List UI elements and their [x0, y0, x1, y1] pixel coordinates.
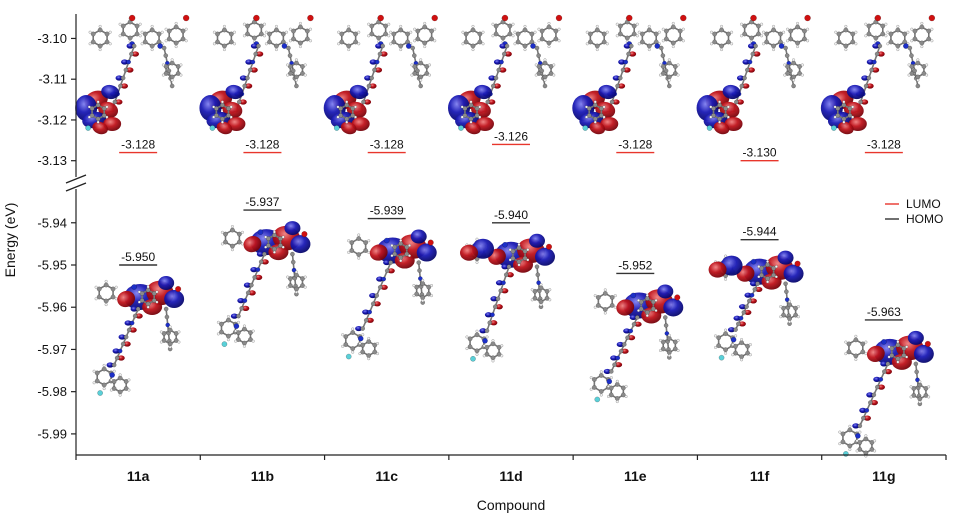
homo-orbital-image-11e [589, 284, 684, 404]
legend-label-lumo: LUMO [906, 197, 941, 211]
legend-label-homo: HOMO [906, 212, 943, 226]
homo-orbital-image-11a [92, 276, 185, 397]
homo-value-label: -5.963 [867, 305, 901, 319]
molecular-orbital-images [75, 14, 936, 458]
x-tick-label: 11a [127, 468, 150, 484]
homo-orbital-image-11f [708, 250, 804, 362]
legend: LUMO HOMO [885, 197, 943, 226]
y-tick-label: -5.96 [37, 300, 67, 315]
homo-orbital-image-11c [341, 229, 437, 361]
energy-levels: -3.128 -3.128 -3.128 -3.126 -3.128 -3.130 -3.1… [119, 129, 903, 321]
x-tick-label: 11e [624, 468, 647, 484]
homo-value-label: -5.950 [121, 250, 155, 264]
y-tick-label: -5.95 [37, 258, 67, 273]
lumo-orbital-image-11a [75, 14, 190, 135]
homo-value-label: -5.952 [618, 258, 652, 272]
homo-orbital-image-11d [460, 233, 555, 363]
lumo-orbital-image-11c [323, 14, 438, 135]
lumo-value-label: -3.126 [494, 129, 528, 143]
axis-break-mark [65, 174, 87, 192]
lumo-orbital-image-11g [820, 14, 936, 135]
lumo-value-label: -3.128 [245, 138, 279, 152]
homo-value-label: -5.937 [245, 195, 279, 209]
homo-value-label: -5.939 [370, 204, 404, 218]
y-ticks: -3.10 -3.11 -3.12 -3.13 -5.94 -5.95 -5.96 -5.97… [37, 31, 76, 441]
x-tick-label: 11c [375, 468, 398, 484]
y-axis-title: Energy (eV) [2, 203, 18, 278]
y-tick-label: -3.13 [37, 153, 67, 168]
y-tick-label: -5.94 [37, 215, 67, 230]
y-tick-label: -3.11 [38, 72, 67, 87]
lumo-orbital-image-11d [448, 14, 563, 135]
homo-value-label: -5.944 [743, 225, 777, 239]
y-tick-label: -3.10 [37, 31, 67, 46]
y-tick-label: -5.97 [37, 342, 67, 357]
x-axis-title: Compound [477, 497, 546, 513]
lumo-value-label: -3.128 [370, 138, 404, 152]
homo-value-label: -5.940 [494, 208, 528, 222]
axes [65, 14, 946, 456]
y-tick-label: -5.99 [37, 426, 67, 441]
y-tick-label: -5.98 [37, 384, 67, 399]
x-tick-label: 11d [499, 468, 522, 484]
homo-orbital-image-11b [216, 221, 311, 348]
lumo-value-label: -3.130 [743, 146, 777, 160]
homo-orbital-image-11g [838, 330, 934, 458]
lumo-orbital-image-11f [696, 14, 811, 135]
x-tick-label: 11f [750, 468, 770, 484]
lumo-value-label: -3.128 [867, 138, 901, 152]
y-tick-label: -3.12 [37, 112, 67, 127]
x-tick-label: 11g [872, 468, 895, 484]
lumo-value-label: -3.128 [618, 138, 652, 152]
x-ticks: 11a 11b 11c 11d 11e 11f 11g [75, 455, 947, 484]
lumo-value-label: -3.128 [121, 138, 155, 152]
lumo-orbital-image-11e [572, 14, 687, 135]
x-tick-label: 11b [251, 468, 274, 484]
lumo-orbital-image-11b [199, 14, 314, 135]
